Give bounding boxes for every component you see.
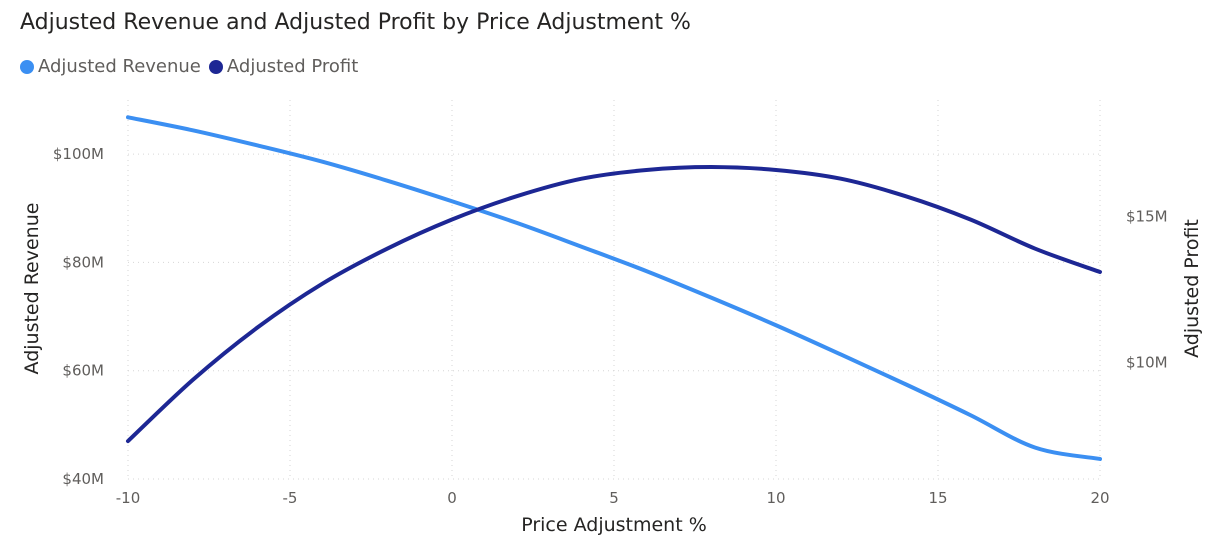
y2-axis-title: Adjusted Profit <box>1181 219 1203 358</box>
y-tick-label: $80M <box>62 253 104 271</box>
legend-item-profit[interactable]: Adjusted Profit <box>208 56 359 77</box>
series-line-adjusted-revenue <box>126 115 1102 461</box>
x-tick-label: -10 <box>116 489 141 507</box>
legend-swatch-revenue <box>20 59 34 74</box>
x-tick-label: 5 <box>609 489 619 507</box>
chart-title: Adjusted Revenue and Adjusted Profit by … <box>20 10 691 35</box>
legend-label-revenue: Adjusted Revenue <box>38 56 201 77</box>
series-line-adjusted-profit <box>126 165 1102 444</box>
x-tick-label: 0 <box>447 489 457 507</box>
x-tick-label: 10 <box>766 489 785 507</box>
y2-tick-label: $15M <box>1126 208 1168 226</box>
x-tick-label: -5 <box>283 489 298 507</box>
y2-tick-label: $10M <box>1126 353 1168 371</box>
legend: Adjusted Revenue Adjusted Profit <box>20 56 366 77</box>
x-tick-label: 15 <box>928 489 947 507</box>
y-axis-title: Adjusted Revenue <box>21 203 43 375</box>
y-tick-label: $100M <box>53 145 104 163</box>
legend-item-revenue[interactable]: Adjusted Revenue <box>20 56 201 77</box>
legend-label-profit: Adjusted Profit <box>226 56 359 77</box>
y-tick-label: $40M <box>62 470 104 488</box>
y-tick-label: $60M <box>62 362 104 380</box>
x-tick-label: 20 <box>1090 489 1109 507</box>
legend-swatch-profit <box>208 59 223 74</box>
x-axis-title: Price Adjustment % <box>521 514 707 536</box>
